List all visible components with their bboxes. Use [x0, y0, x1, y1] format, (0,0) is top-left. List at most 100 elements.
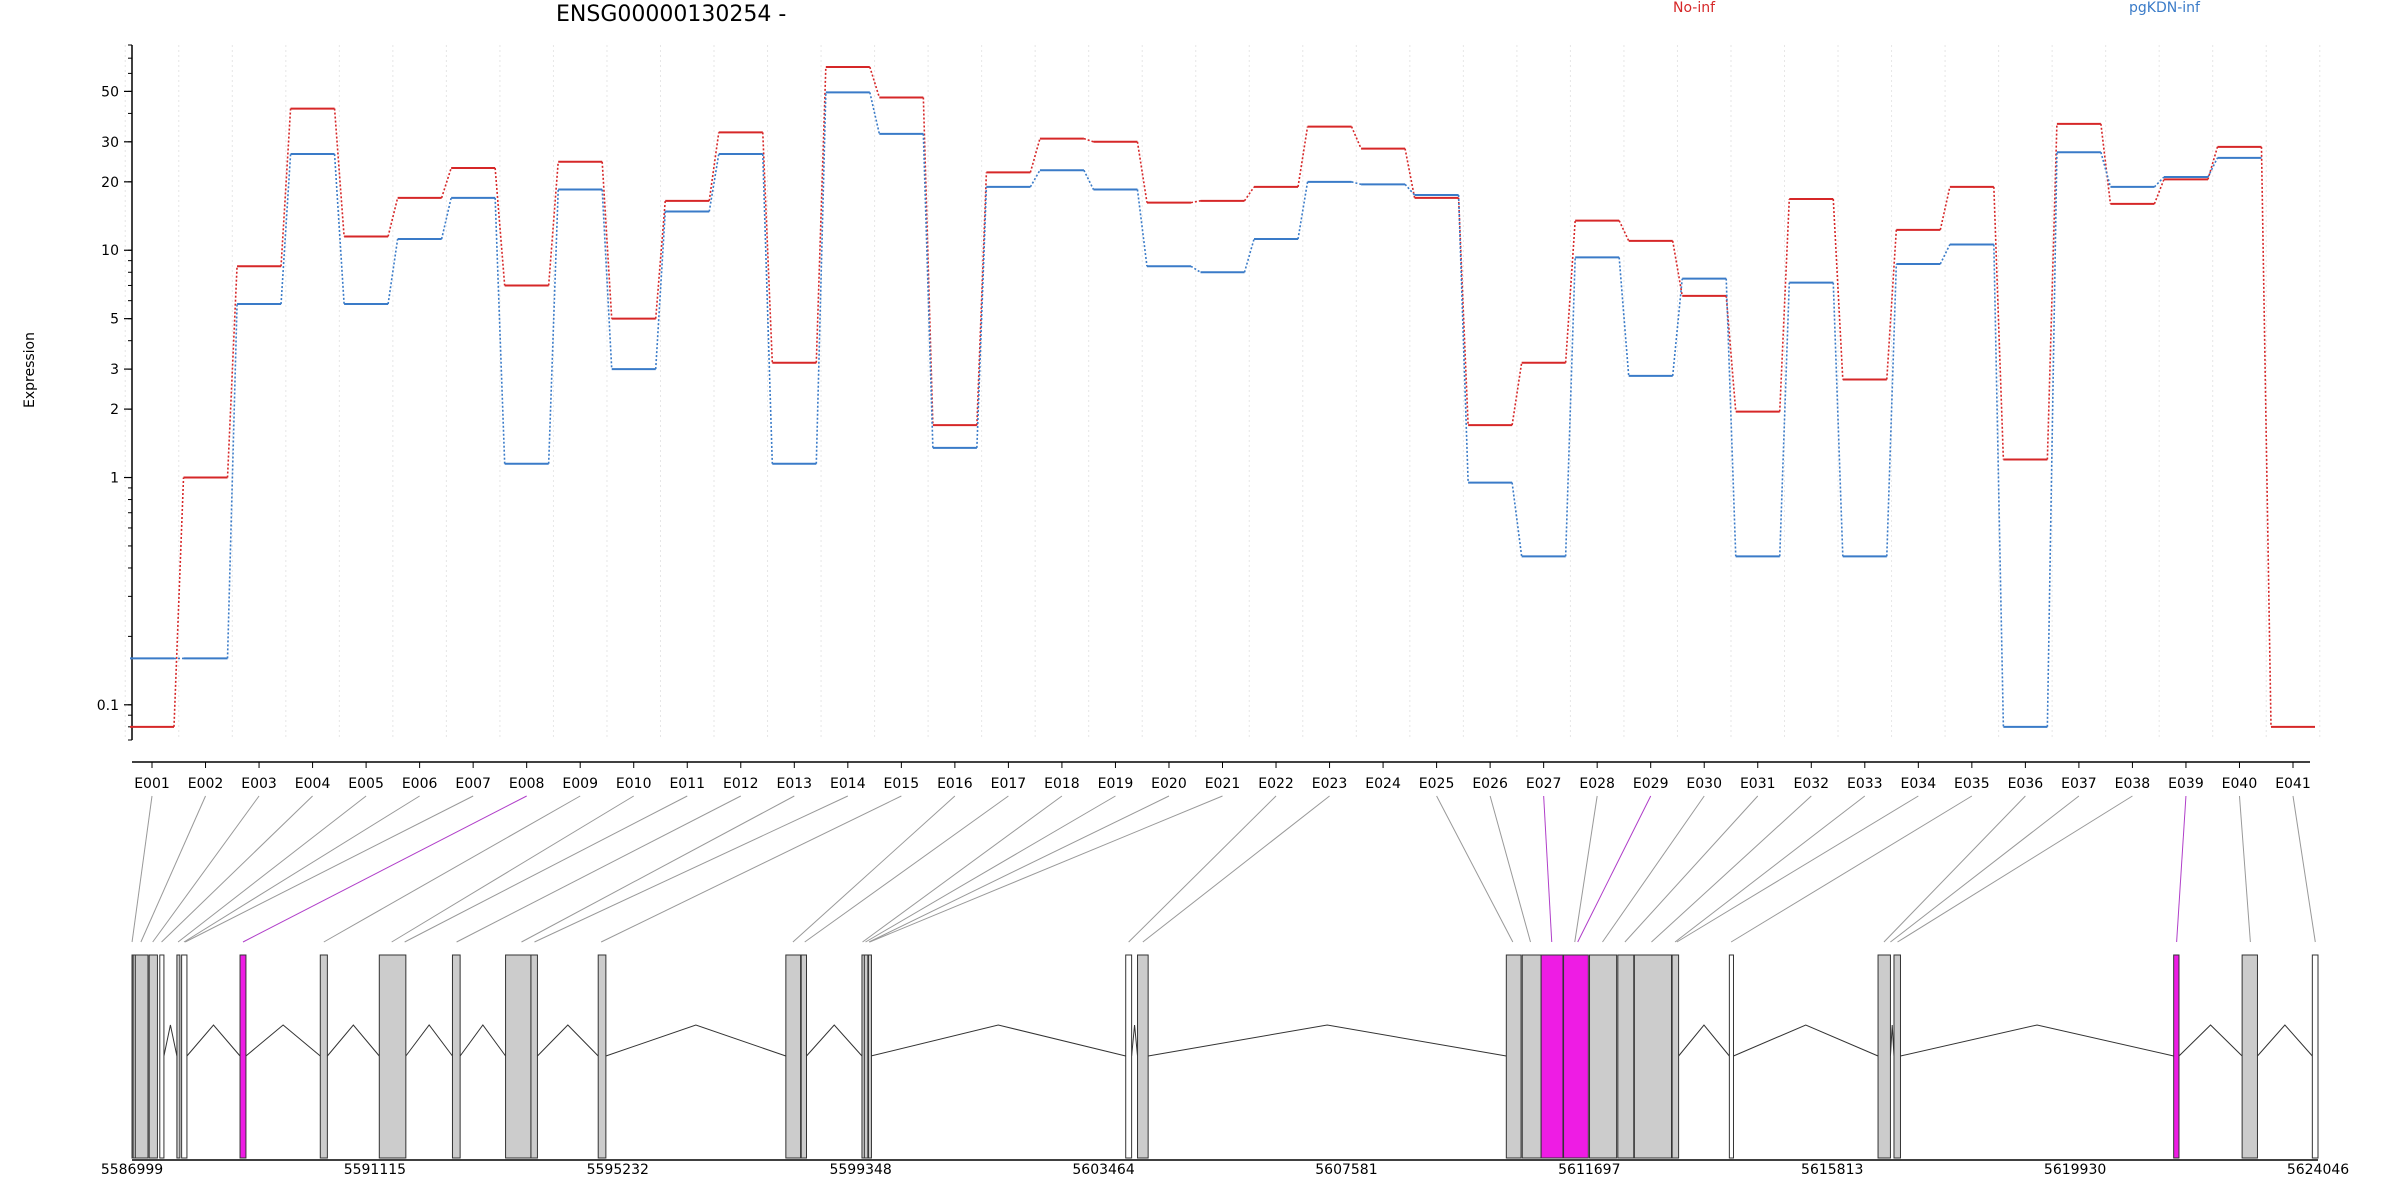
exon-box — [148, 954, 158, 1159]
exon-box — [1563, 954, 1589, 1159]
intron — [245, 1024, 321, 1057]
data-connector — [1083, 137, 1094, 143]
data-connector — [333, 108, 345, 237]
intron — [459, 1024, 506, 1057]
exon-link — [1890, 795, 2080, 943]
series-pgKDN-inf — [130, 91, 2262, 728]
exon-link — [161, 795, 313, 943]
exon-link — [183, 795, 420, 943]
exon-link — [1128, 795, 1277, 943]
data-connector — [280, 154, 292, 305]
x-tick-label: E007 — [455, 776, 491, 792]
data-connector — [333, 154, 345, 305]
exon-link — [1651, 795, 1812, 943]
x-tick-label: E010 — [616, 776, 652, 792]
data-connector — [1243, 238, 1255, 273]
exon-box — [1125, 954, 1133, 1159]
exon-box — [1617, 954, 1635, 1159]
y-tick-label: 10 — [101, 243, 119, 259]
exon-link — [869, 795, 1223, 943]
chart-title: ENSG00000130254 - — [556, 2, 787, 27]
x-tick-label: E004 — [295, 776, 331, 792]
data-connector — [815, 92, 827, 464]
exon-box — [181, 954, 188, 1159]
intron — [186, 1024, 241, 1057]
exon-box — [530, 954, 538, 1159]
exon-box — [176, 954, 181, 1159]
exon-link — [1577, 795, 1652, 943]
genome-tick-label: 5607581 — [1315, 1162, 1377, 1178]
exon-box — [863, 954, 869, 1159]
exon-link — [534, 795, 849, 943]
x-tick-label: E028 — [1579, 776, 1615, 792]
exon-link — [1543, 795, 1553, 943]
data-connector — [1029, 138, 1041, 173]
gene-model — [131, 954, 2319, 1159]
data-connector — [708, 132, 720, 201]
data-connector — [815, 66, 827, 363]
exon-box — [1505, 954, 1522, 1159]
intron — [405, 1024, 453, 1057]
exon-box — [1521, 954, 1542, 1159]
intron — [537, 1024, 599, 1057]
x-tick-label: E029 — [1633, 776, 1669, 792]
exon-box — [800, 954, 807, 1159]
genome-tick-label: 5624046 — [2287, 1162, 2349, 1178]
data-connector — [1886, 263, 1898, 557]
exon-box — [505, 954, 532, 1159]
x-tick-label: E034 — [1901, 776, 1937, 792]
exon-box — [2311, 954, 2319, 1159]
data-connector — [1671, 240, 1684, 296]
exon-link — [804, 795, 1009, 943]
data-connector — [601, 189, 613, 370]
exon-box — [1633, 954, 1673, 1159]
exon-links — [131, 795, 2316, 943]
exon-box — [451, 954, 461, 1159]
x-tick-label: E012 — [723, 776, 759, 792]
intron — [1678, 1024, 1730, 1057]
x-tick-label: E026 — [1472, 776, 1508, 792]
genome-tick-label: 5611697 — [1558, 1162, 1620, 1178]
data-connector — [1243, 186, 1255, 202]
exon-link — [1436, 795, 1514, 943]
exon-link — [1602, 795, 1705, 943]
exon-link — [404, 795, 688, 943]
exon-link — [242, 795, 527, 943]
exon-link — [152, 795, 260, 943]
data-connector — [226, 303, 238, 659]
y-tick-label: 50 — [101, 84, 119, 100]
exon-link — [323, 795, 581, 943]
x-tick-label: E033 — [1847, 776, 1883, 792]
x-tick-label: E027 — [1526, 776, 1562, 792]
exon-box — [785, 954, 802, 1159]
exon-box — [378, 954, 407, 1159]
x-tick-label: E037 — [2061, 776, 2097, 792]
genome-tick-label: 5603464 — [1072, 1162, 1134, 1178]
exon-link — [184, 795, 474, 943]
data-connector — [173, 477, 185, 727]
data-connector — [2260, 146, 2272, 727]
data-connector — [1297, 181, 1309, 240]
exon-box — [597, 954, 607, 1159]
data-connector — [1778, 282, 1791, 557]
exon-box — [239, 954, 247, 1159]
intron — [806, 1024, 863, 1057]
intron — [1733, 1024, 1879, 1057]
data-connector — [1725, 295, 1737, 412]
exon-link — [456, 795, 742, 943]
x-tick-label: E022 — [1258, 776, 1294, 792]
data-connector — [387, 238, 399, 305]
exon-link — [862, 795, 1063, 943]
data-connector — [1511, 482, 1523, 557]
exon-link — [2292, 795, 2316, 943]
data-connector — [1778, 199, 1791, 412]
intron — [2178, 1024, 2243, 1057]
exon-link — [131, 795, 153, 943]
x-tick-label: E003 — [241, 776, 277, 792]
legend-no-inf: No-inf — [1673, 0, 1716, 16]
exon-link — [865, 795, 1116, 943]
x-tick-label: E018 — [1044, 776, 1080, 792]
exon-link — [1676, 795, 1919, 943]
data-connector — [1190, 200, 1201, 204]
intron — [1131, 1024, 1139, 1057]
